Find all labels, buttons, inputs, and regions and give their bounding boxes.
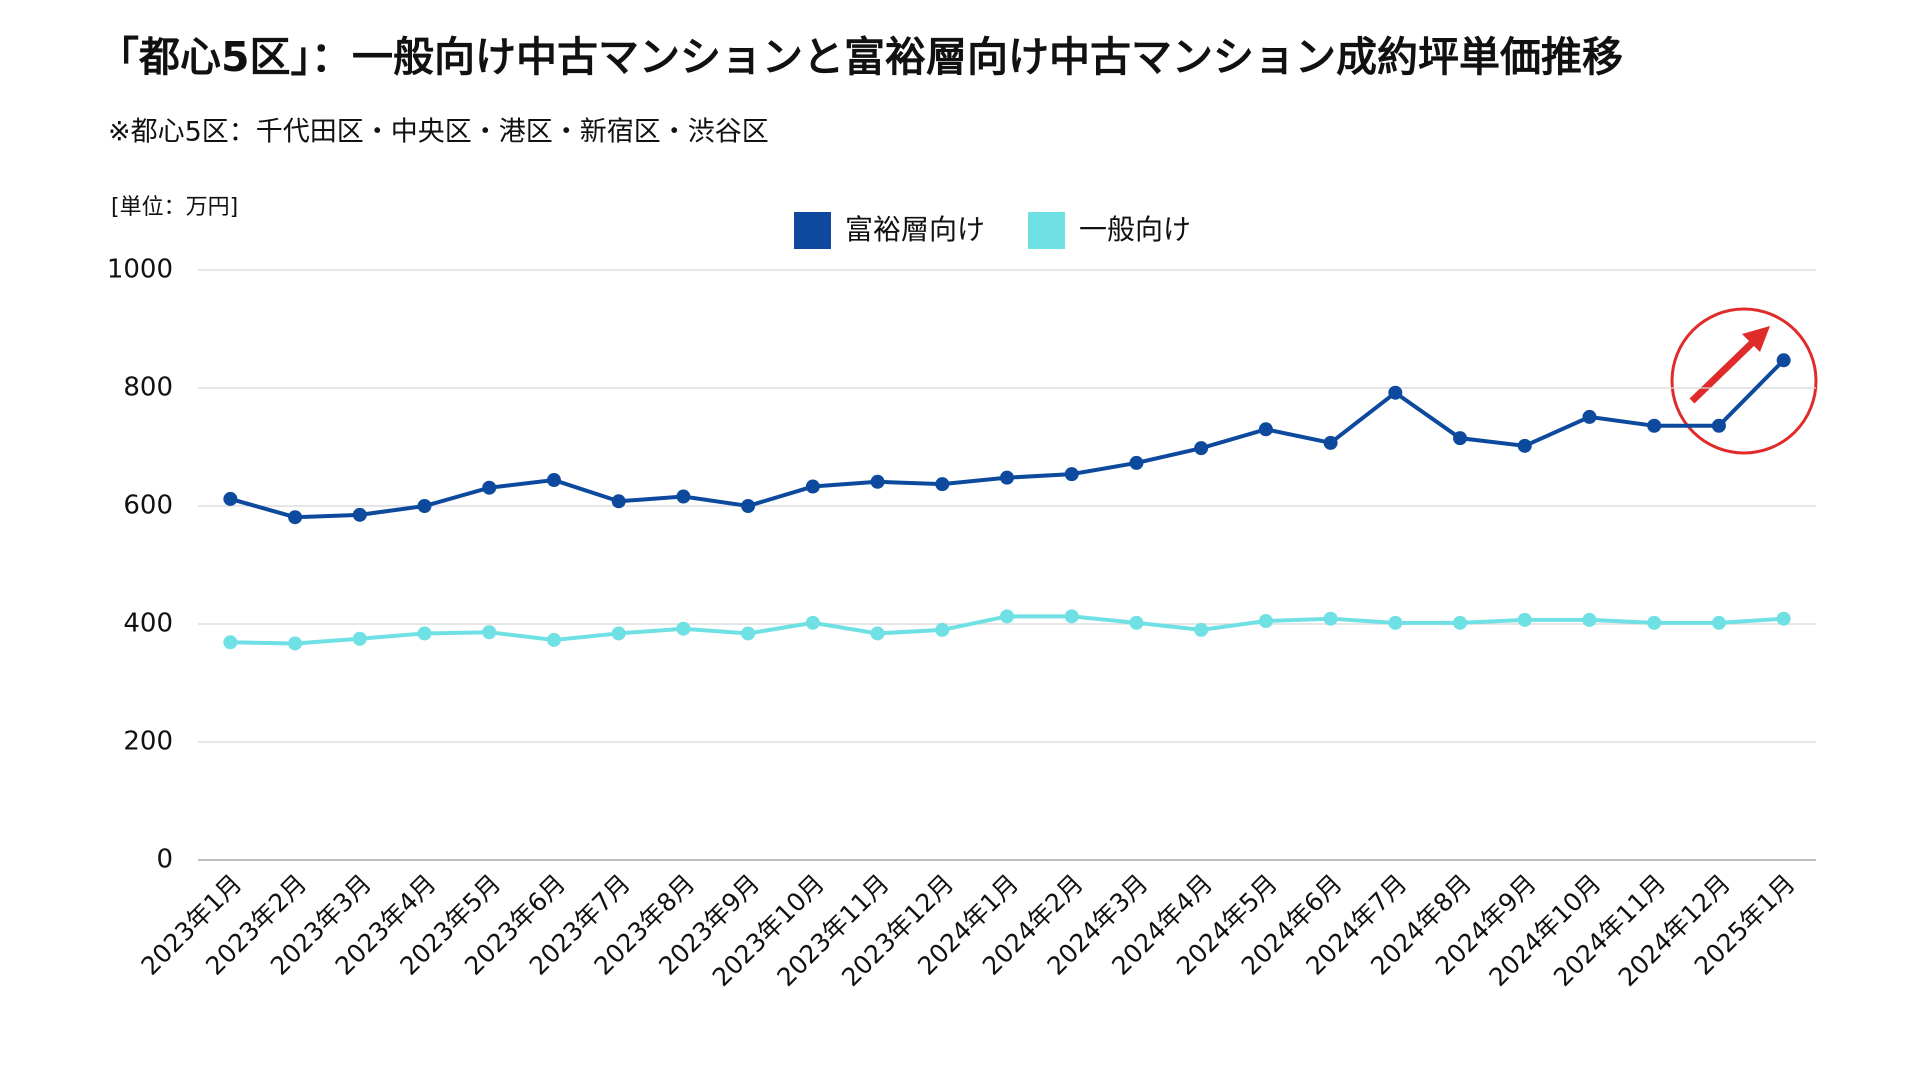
data-point: [1647, 615, 1662, 630]
y-tick-label: 600: [123, 491, 173, 521]
legend-label: 富裕層向け: [845, 213, 985, 246]
data-point: [1323, 435, 1338, 450]
data-point: [223, 491, 238, 506]
data-point: [1000, 609, 1014, 624]
data-point: [352, 507, 367, 522]
y-tick-label: 800: [123, 373, 173, 403]
data-point: [352, 631, 367, 646]
data-point: [1776, 353, 1791, 368]
data-point: [1194, 622, 1209, 637]
data-point: [546, 632, 561, 647]
data-point: [1582, 409, 1597, 424]
data-point: [676, 621, 691, 636]
data-point: [1129, 615, 1144, 630]
data-point: [870, 626, 885, 641]
data-point: [1453, 615, 1468, 630]
data-point: [1776, 611, 1791, 626]
data-point: [611, 626, 626, 641]
data-point: [1194, 441, 1209, 456]
data-point: [482, 480, 497, 495]
data-point: [676, 489, 691, 504]
legend-label: 一般向け: [1079, 213, 1191, 246]
data-point: [1000, 470, 1014, 485]
y-tick-label: 400: [123, 609, 173, 639]
highlight-circle: [1670, 307, 1818, 455]
data-point: [805, 615, 820, 630]
y-tick-label: 0: [156, 845, 173, 875]
data-point: [1258, 614, 1273, 629]
chart-title: 「都心5区」：一般向け中古マンションと富裕層向け中古マンション成約坪単価推移: [98, 33, 1623, 81]
data-point: [1517, 438, 1532, 453]
data-point: [1064, 609, 1079, 624]
data-point: [1647, 418, 1662, 433]
data-point: [741, 626, 756, 641]
data-point: [1582, 612, 1597, 627]
highlight-arrow: [1689, 340, 1755, 404]
data-point: [1064, 467, 1079, 482]
data-point: [1388, 385, 1403, 400]
y-tick-label: 200: [123, 727, 173, 757]
data-point: [1323, 611, 1338, 626]
data-point: [482, 625, 497, 640]
highlight-arrowhead: [1742, 326, 1770, 352]
data-point: [611, 494, 626, 509]
data-point: [417, 626, 432, 641]
data-point: [1258, 422, 1273, 437]
data-point: [935, 622, 950, 637]
data-point: [741, 499, 756, 513]
data-point: [805, 479, 820, 494]
y-tick-label: 1000: [107, 255, 173, 285]
data-point: [870, 474, 885, 489]
y-axis-label: [単位：万円]: [111, 195, 238, 220]
data-point: [1453, 431, 1468, 446]
legend: 富裕層向け 一般向け: [794, 212, 1191, 249]
legend-swatch: [1028, 212, 1066, 249]
data-point: [546, 473, 561, 488]
data-point: [417, 499, 432, 513]
data-point: [288, 510, 303, 525]
data-point: [223, 635, 238, 650]
chart-subtitle: ※都心5区：千代田区・中央区・港区・新宿区・渋谷区: [108, 117, 769, 148]
series-line: [229, 358, 1786, 520]
data-point: [935, 477, 950, 492]
data-point: [1388, 615, 1403, 630]
data-point: [1711, 418, 1726, 433]
data-point: [288, 636, 303, 651]
data-point: [1711, 615, 1726, 630]
data-point: [1129, 455, 1144, 470]
data-point: [1517, 612, 1532, 627]
legend-swatch: [794, 212, 831, 249]
